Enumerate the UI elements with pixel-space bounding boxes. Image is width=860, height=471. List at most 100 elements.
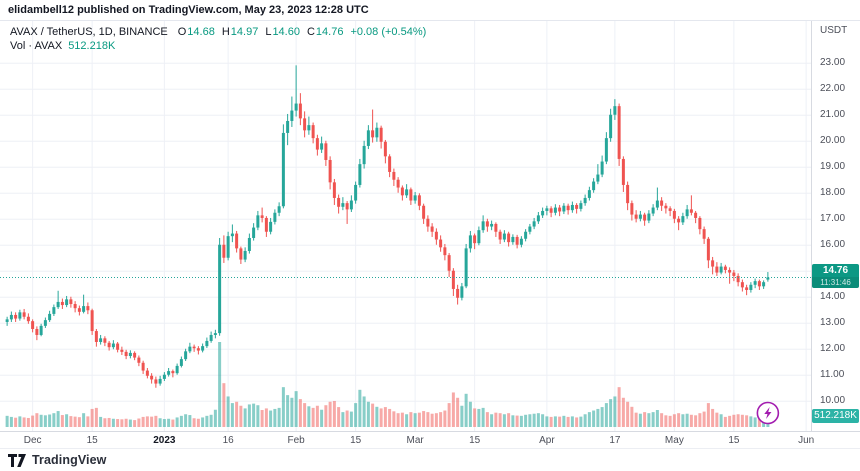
candle-body	[235, 233, 239, 249]
volume-bar	[579, 416, 583, 427]
candle-body	[464, 248, 468, 287]
candle-body	[273, 212, 277, 222]
candle-body	[141, 362, 145, 371]
candle-body	[35, 328, 39, 335]
candle-body	[660, 200, 664, 206]
candle-body	[558, 207, 562, 212]
candle-body	[188, 346, 192, 352]
candle-body	[396, 179, 400, 188]
volume-axis-badge: 512.218K	[812, 409, 859, 423]
candle-body	[311, 125, 315, 139]
volume-bar	[613, 396, 617, 427]
candle-body	[617, 106, 621, 159]
volume-bar	[481, 407, 485, 427]
price-axis-label: 16.00	[820, 239, 846, 251]
volume-bar	[226, 396, 230, 427]
volume-bar	[439, 412, 443, 427]
candle-body	[672, 210, 676, 219]
volume-bar	[515, 415, 519, 427]
volume-bar	[519, 415, 523, 427]
volume-bar	[660, 413, 664, 427]
candle-body	[31, 321, 35, 329]
candle-body	[728, 269, 732, 273]
volume-bar	[417, 412, 421, 427]
volume-bar	[273, 408, 277, 427]
volume-bar	[196, 418, 200, 427]
candle-body	[643, 214, 647, 221]
volume-bar	[103, 418, 107, 427]
time-axis[interactable]: Dec 15 2023 16 Feb 15 Mar 15 Apr 17 May 15 Jun	[0, 431, 860, 449]
volume-bar	[460, 405, 464, 427]
tradingview-brand-text[interactable]: TradingView	[32, 453, 107, 467]
price-axis-label: 17.00	[820, 213, 846, 225]
volume-bar	[56, 411, 60, 427]
candle-body	[171, 371, 175, 374]
volume-bar	[630, 406, 634, 427]
volume-bar	[48, 414, 52, 427]
volume-bar	[524, 414, 528, 427]
candle-body	[566, 205, 570, 211]
candle-body	[570, 204, 574, 211]
candle-body	[766, 277, 770, 280]
time-axis-label: May	[664, 435, 684, 446]
volume-bar	[269, 410, 273, 427]
candle-body	[196, 348, 200, 351]
lightning-marker-icon[interactable]	[764, 407, 772, 419]
volume-bar	[434, 413, 438, 427]
candle-body	[417, 195, 421, 206]
volume-bar	[626, 401, 630, 427]
candle-body	[294, 103, 298, 111]
volume-bar	[745, 415, 749, 427]
volume-bar	[175, 417, 179, 427]
high-label: H	[221, 26, 230, 38]
volume-bar	[426, 412, 430, 427]
time-axis-label: Dec	[23, 435, 42, 446]
volume-label: Vol · AVAX	[10, 40, 63, 52]
candle-body	[349, 200, 353, 210]
time-axis-label: 15	[350, 435, 362, 446]
candle-body	[252, 227, 256, 238]
volume-bar	[366, 401, 370, 427]
volume-bar	[31, 415, 35, 427]
candle-body	[502, 233, 506, 240]
price-axis-label: 18.00	[820, 187, 846, 199]
open-label: O	[177, 26, 187, 38]
candle-body	[128, 352, 132, 357]
volume-bar	[222, 383, 226, 427]
volume-bar	[451, 392, 455, 427]
volume-bar	[689, 414, 693, 427]
candle-body	[179, 359, 183, 366]
candle-body	[48, 313, 52, 321]
time-axis-label: 16	[222, 435, 234, 446]
volume-bar	[39, 414, 43, 427]
candle-body	[762, 282, 766, 287]
volume-bar	[320, 409, 324, 427]
volume-bar	[566, 416, 570, 427]
candle-body	[422, 205, 426, 219]
volume-bar	[22, 417, 26, 427]
candle-body	[592, 181, 596, 191]
volume-bar	[447, 403, 451, 427]
volume-bar	[562, 415, 566, 427]
candle-body	[298, 103, 302, 119]
candle-body	[94, 331, 98, 342]
axis-currency-label: USDT	[820, 25, 848, 36]
close-value: 14.76	[315, 26, 344, 38]
candle-body	[553, 207, 557, 213]
volume-bar	[757, 416, 761, 427]
candle-body	[290, 110, 294, 121]
price-axis[interactable]: USDT 23.00 22.00 21.00 20.00 19.00 18.00 17.00…	[811, 21, 860, 431]
volume-bar	[26, 417, 30, 427]
volume-bar	[677, 413, 681, 427]
candle-body	[562, 205, 566, 212]
candle-body	[481, 221, 485, 231]
candle-body	[243, 250, 247, 260]
candle-body	[456, 288, 460, 298]
candle-body	[383, 141, 387, 157]
volume-bar	[528, 414, 532, 427]
tradingview-logo-icon[interactable]	[8, 453, 27, 467]
volume-bar	[706, 403, 710, 427]
candle-body	[175, 365, 179, 374]
candle-body	[583, 197, 587, 204]
